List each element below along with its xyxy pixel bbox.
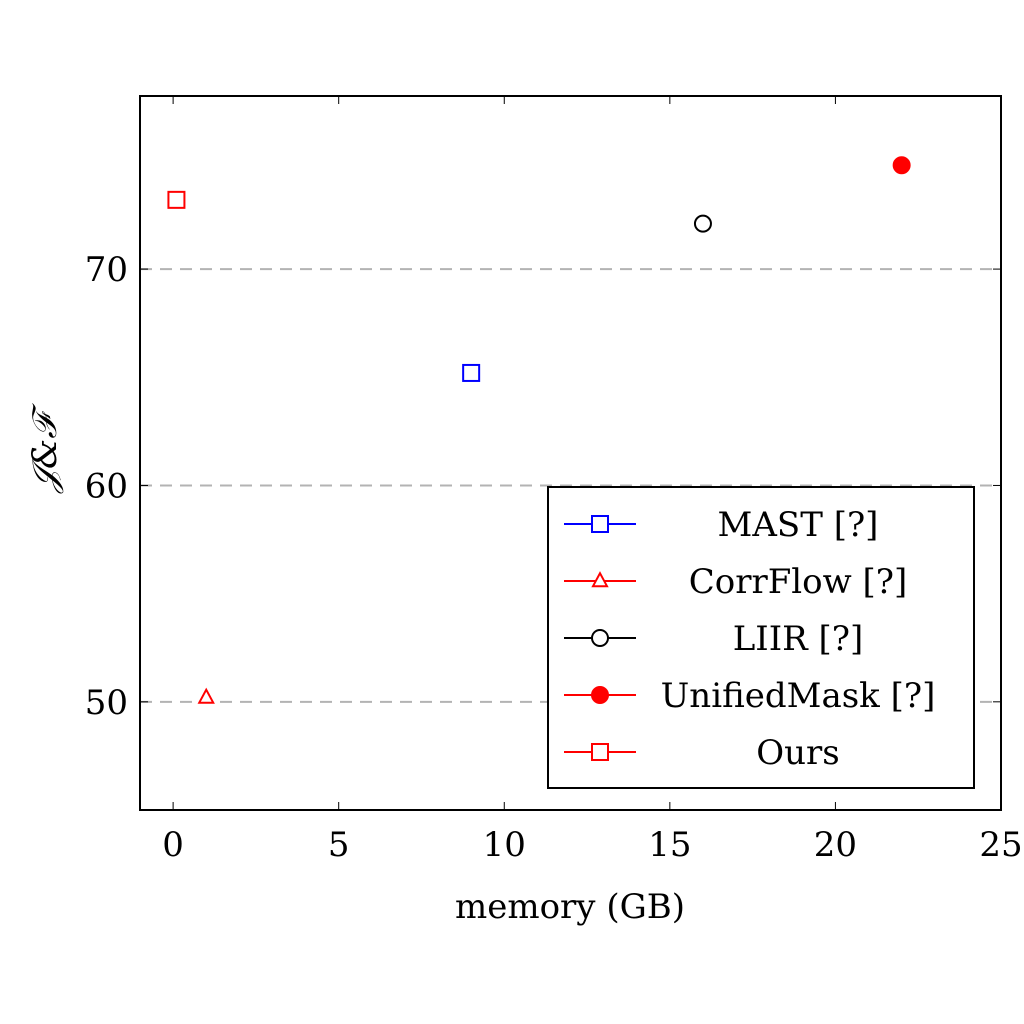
data-point-4-0 — [167, 190, 186, 209]
x-tick-label: 25 — [979, 825, 1022, 865]
x-tick-label: 20 — [814, 825, 857, 865]
y-axis-label: 𝒥&ℱ — [25, 403, 65, 495]
y-tick-label: 70 — [85, 250, 128, 290]
legend: MAST [?] CorrFlow [?] LIIR [?] UnifiedMask … — [547, 486, 975, 789]
legend-marker — [591, 515, 609, 533]
legend-label: UnifiedMask [?] — [661, 676, 936, 716]
legend-marker — [591, 629, 609, 647]
data-point-0-0 — [462, 363, 481, 382]
data-point-2-0 — [693, 214, 712, 233]
x-tick-label: 0 — [162, 825, 184, 865]
y-tick-label: 50 — [85, 683, 128, 723]
y-tick-label: 60 — [85, 466, 128, 506]
legend-label: MAST [?] — [718, 505, 879, 545]
x-tick-label: 10 — [483, 825, 526, 865]
x-tick-label: 5 — [328, 825, 350, 865]
legend-marker — [591, 743, 609, 761]
axis-ticks: 50 60 70 0 5 10 15 20 25 — [85, 96, 1023, 865]
data-point-1-0 — [197, 687, 215, 704]
legend-label: LIIR [?] — [733, 619, 864, 659]
data-points — [167, 156, 911, 704]
data-point-3-0 — [892, 156, 911, 175]
legend-label: CorrFlow [?] — [689, 562, 908, 602]
legend-label: Ours — [756, 733, 839, 773]
x-axis-label: memory (GB) — [455, 887, 685, 927]
plot-area-frame — [139, 95, 1002, 811]
legend-marker — [591, 571, 609, 588]
x-tick-label: 15 — [648, 825, 691, 865]
legend-marker — [591, 686, 609, 704]
legend-items: MAST [?] CorrFlow [?] LIIR [?] UnifiedMask … — [564, 505, 935, 773]
